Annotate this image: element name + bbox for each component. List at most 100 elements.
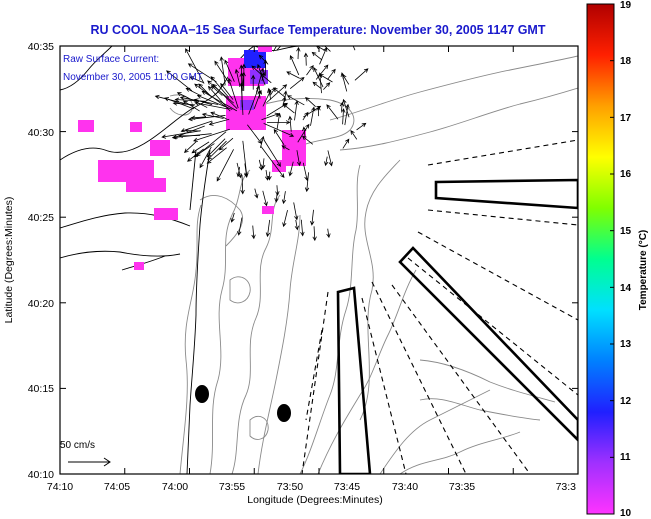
current-vector xyxy=(281,191,287,205)
current-vector xyxy=(230,212,235,223)
x-tick-label: 73:3 xyxy=(556,481,577,493)
beam-line xyxy=(301,291,329,474)
colorbar-tick-label: 19 xyxy=(620,0,632,11)
sst-patch xyxy=(130,122,142,132)
current-vector xyxy=(193,98,213,106)
beam-line xyxy=(427,209,578,226)
current-vector xyxy=(266,84,288,104)
current-vector xyxy=(207,80,235,104)
current-vector xyxy=(187,148,204,162)
beam-outline-north xyxy=(434,178,578,210)
current-vector xyxy=(259,135,265,148)
coastline-nj-shore xyxy=(186,149,211,474)
current-vector xyxy=(193,128,230,142)
sst-patch-cold xyxy=(244,50,266,68)
colorbar-tick-label: 18 xyxy=(620,56,632,67)
current-vector xyxy=(263,140,281,167)
sst-patch xyxy=(78,120,94,132)
current-vector xyxy=(251,225,256,240)
x-tick-label: 73:55 xyxy=(219,481,245,493)
current-vector xyxy=(318,73,333,83)
beam-line xyxy=(417,231,578,321)
current-vector xyxy=(276,112,282,130)
sst-patch xyxy=(98,160,154,182)
current-vector xyxy=(281,145,290,151)
contour-line-5 xyxy=(299,164,361,474)
sst-patch-purple xyxy=(240,100,254,110)
current-vector xyxy=(201,112,224,119)
x-tick-label: 73:35 xyxy=(449,481,475,493)
sst-patch xyxy=(150,140,170,156)
current-vector xyxy=(311,51,323,61)
current-vector xyxy=(339,101,345,112)
current-vector xyxy=(286,95,305,106)
current-vector xyxy=(288,115,293,132)
current-vector xyxy=(240,174,245,195)
current-vector xyxy=(294,100,299,121)
current-vector xyxy=(275,185,280,196)
current-vector xyxy=(260,73,272,84)
current-vector xyxy=(304,172,310,193)
current-vector xyxy=(262,89,272,107)
map-title: RU COOL NOAA−15 Sea Surface Temperature:… xyxy=(91,23,546,37)
current-vector xyxy=(326,104,339,120)
current-vector xyxy=(312,226,317,242)
contour-line-13 xyxy=(329,55,578,121)
beam-line xyxy=(391,284,531,474)
contour-line-9 xyxy=(399,431,521,474)
colorbar-label: Temperature (°C) xyxy=(638,230,649,311)
current-vector xyxy=(300,219,305,237)
current-vector xyxy=(296,46,301,60)
radar-beam-outlines xyxy=(336,178,578,474)
x-tick-marks xyxy=(59,46,579,474)
current-vector xyxy=(313,67,324,88)
y-tick-labels: 40:35 40:30 40:25 40:20 40:15 40:10 xyxy=(28,41,54,481)
sst-patch xyxy=(134,262,144,270)
colorbar xyxy=(586,3,615,515)
current-vector xyxy=(302,111,309,121)
current-vector xyxy=(305,97,316,108)
sst-patch xyxy=(262,206,274,214)
current-vector xyxy=(234,68,241,87)
current-vector xyxy=(303,52,309,66)
current-vector xyxy=(327,68,336,80)
x-tick-label: 74:05 xyxy=(104,481,130,493)
current-vector xyxy=(199,146,212,169)
y-tick-label: 40:25 xyxy=(28,212,54,224)
coastline-river xyxy=(60,250,181,259)
contour-line-18 xyxy=(169,94,193,116)
current-vector xyxy=(191,141,210,154)
current-vector xyxy=(210,85,223,96)
current-vector xyxy=(239,72,244,108)
scale-arrow xyxy=(68,457,111,467)
current-vector xyxy=(301,135,314,145)
current-vector xyxy=(248,85,261,115)
current-vector xyxy=(324,156,329,167)
current-vector xyxy=(241,71,246,91)
current-vector xyxy=(267,171,272,181)
current-vector xyxy=(340,72,348,92)
current-vector xyxy=(326,228,331,239)
y-tick-label: 40:20 xyxy=(28,298,54,310)
current-vector xyxy=(184,141,197,154)
current-vector xyxy=(172,125,205,139)
x-tick-label: 73:50 xyxy=(277,481,303,493)
colorbar-tick-labels: 19 18 17 16 15 14 13 12 11 10 xyxy=(620,0,632,519)
current-vector xyxy=(251,65,262,75)
colorbar-tick-label: 12 xyxy=(620,396,632,407)
current-vector xyxy=(327,150,333,167)
scale-label: 50 cm/s xyxy=(60,440,95,451)
current-vector xyxy=(257,89,262,99)
contour-line-4 xyxy=(257,214,301,474)
current-vector xyxy=(341,108,346,125)
current-vector xyxy=(323,82,331,90)
current-vector xyxy=(254,188,259,199)
current-vector xyxy=(342,138,350,149)
current-vector xyxy=(354,68,369,81)
beam-line xyxy=(305,329,323,421)
beam-outline-southeast xyxy=(398,246,578,442)
radar-beam-lines xyxy=(301,139,578,474)
current-vector xyxy=(296,150,302,167)
current-vector xyxy=(274,192,279,203)
